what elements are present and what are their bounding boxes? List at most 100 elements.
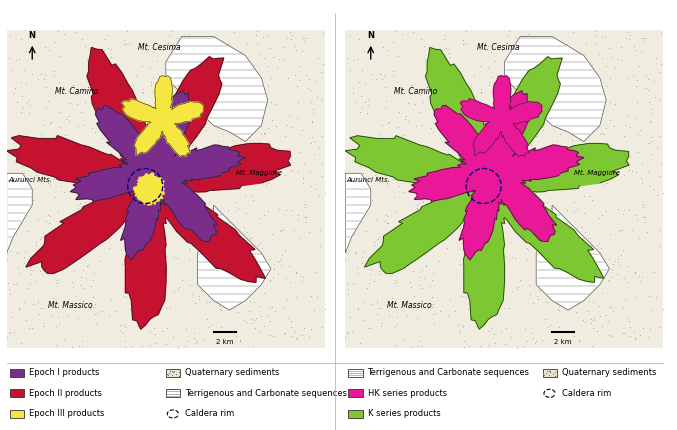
Point (380, 97, 391, 104)
Point (299, 204, 310, 211)
Point (294, 234, 305, 241)
Point (506, 102, 517, 109)
Point (435, 135, 445, 141)
Point (207, 177, 218, 184)
Point (501, 183, 512, 190)
Point (156, 101, 167, 108)
Point (432, 100, 443, 107)
Point (73, 343, 84, 350)
Point (260, 130, 271, 137)
Point (374, 71, 385, 77)
Point (41, 104, 51, 111)
Point (14, 270, 25, 277)
Point (500, 85, 510, 92)
Point (529, 340, 540, 347)
Point (343, 291, 354, 298)
Point (351, 264, 362, 271)
Text: Epoch I products: Epoch I products (29, 368, 100, 377)
Point (20, 47, 31, 54)
Point (4, 328, 15, 335)
Point (508, 206, 519, 212)
Point (408, 267, 418, 274)
Point (363, 101, 374, 108)
Point (594, 131, 605, 138)
Point (353, 270, 364, 277)
Point (24, 101, 35, 108)
Point (51, 276, 62, 283)
Point (286, 333, 297, 340)
Point (108, 144, 119, 150)
Point (397, 335, 408, 342)
Point (454, 123, 465, 129)
Point (562, 177, 573, 184)
Point (249, 298, 260, 305)
Point (192, 338, 202, 344)
Point (415, 300, 426, 307)
Point (194, 255, 204, 261)
Polygon shape (460, 76, 542, 157)
Point (655, 30, 666, 37)
Point (133, 311, 144, 318)
Point (384, 119, 395, 126)
Point (397, 30, 408, 37)
Point (487, 156, 498, 163)
Point (387, 304, 397, 310)
Point (630, 115, 640, 122)
Point (211, 40, 222, 46)
Point (596, 129, 607, 136)
Point (299, 324, 310, 331)
Point (160, 304, 171, 311)
Text: Quaternary sediments: Quaternary sediments (562, 368, 656, 377)
Point (411, 205, 422, 212)
Point (216, 224, 227, 231)
Point (125, 244, 136, 251)
Point (460, 40, 471, 47)
Point (79, 198, 90, 205)
Point (79, 121, 89, 128)
Point (420, 263, 431, 270)
Point (176, 187, 187, 194)
Point (526, 127, 537, 134)
Point (37, 271, 47, 278)
Point (173, 285, 183, 292)
Point (487, 155, 498, 162)
Point (422, 305, 433, 312)
Point (561, 40, 572, 47)
Point (165, 151, 176, 158)
Point (157, 289, 168, 296)
Point (129, 164, 139, 171)
Point (365, 325, 376, 332)
Point (20, 174, 30, 181)
Point (276, 226, 286, 233)
Point (304, 86, 315, 93)
Point (350, 98, 361, 105)
Point (541, 70, 552, 77)
Point (616, 57, 627, 64)
Point (369, 242, 380, 249)
Point (489, 217, 500, 224)
Point (441, 165, 452, 172)
Point (145, 328, 156, 335)
Point (181, 129, 192, 135)
Text: N: N (28, 31, 36, 40)
Point (112, 123, 123, 130)
Point (519, 326, 530, 332)
Point (629, 268, 640, 275)
Point (320, 190, 330, 197)
Point (28, 301, 39, 308)
Point (183, 257, 194, 264)
Point (89, 311, 100, 318)
Point (170, 206, 181, 212)
Point (417, 222, 428, 229)
Point (236, 60, 246, 67)
Point (644, 183, 655, 190)
Point (376, 319, 387, 326)
Point (284, 29, 295, 36)
Point (305, 183, 316, 190)
Point (656, 60, 667, 67)
Point (267, 171, 278, 178)
Point (195, 287, 206, 294)
Point (230, 332, 241, 339)
Point (169, 368, 179, 375)
Point (265, 276, 276, 283)
